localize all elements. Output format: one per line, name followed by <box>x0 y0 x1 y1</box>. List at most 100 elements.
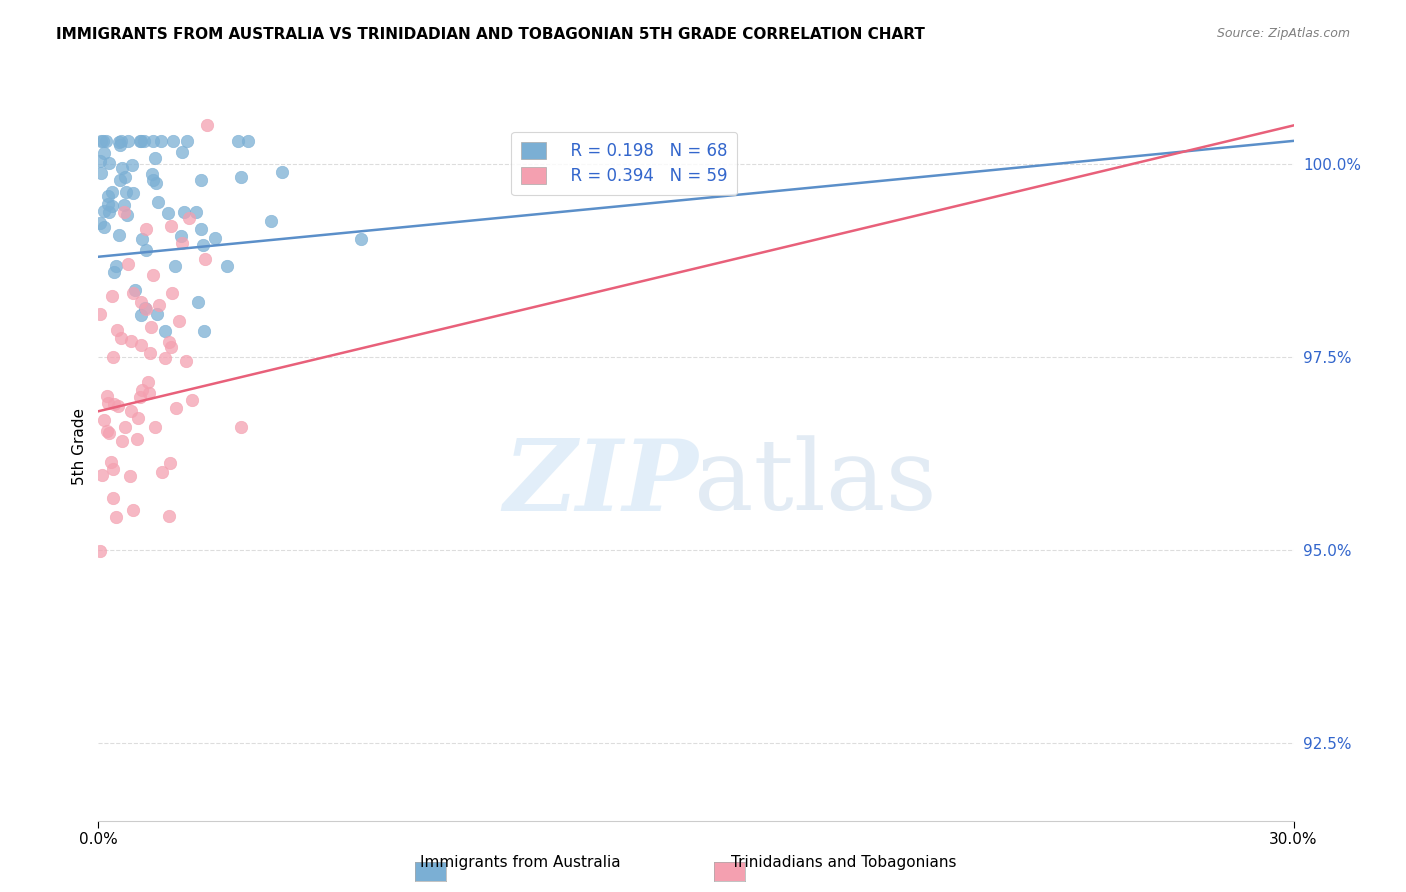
Point <box>170 236 193 251</box>
Point <box>150 134 173 148</box>
Point <box>162 134 184 148</box>
Point <box>93 134 115 148</box>
Point <box>110 331 132 345</box>
Point <box>236 134 259 148</box>
Legend:   R = 0.198   N = 68,   R = 0.394   N = 59: R = 0.198 N = 68, R = 0.394 N = 59 <box>512 132 737 195</box>
Point <box>143 420 166 434</box>
Point <box>101 462 124 476</box>
Point <box>134 301 156 315</box>
Point <box>120 404 142 418</box>
Point <box>150 465 173 479</box>
Point <box>170 229 193 244</box>
Point <box>89 544 111 558</box>
Point <box>142 173 165 187</box>
Point <box>159 456 181 470</box>
Point <box>103 264 125 278</box>
Point <box>93 219 115 234</box>
Point <box>135 244 157 258</box>
Point <box>101 350 124 364</box>
Point <box>131 308 153 322</box>
Point <box>108 137 131 152</box>
Point <box>131 294 153 309</box>
Point <box>120 334 142 348</box>
Point <box>90 166 112 180</box>
Point <box>127 432 149 446</box>
Point <box>129 338 152 352</box>
Point <box>138 346 160 360</box>
Point <box>148 297 170 311</box>
Point <box>165 401 187 415</box>
Point <box>93 413 115 427</box>
Point <box>187 294 209 309</box>
Point <box>145 176 167 190</box>
Point <box>121 286 143 301</box>
Point <box>173 205 195 219</box>
Point <box>159 219 181 233</box>
Point <box>94 134 117 148</box>
Point <box>204 231 226 245</box>
Point <box>156 206 179 220</box>
Point <box>103 491 125 506</box>
Point <box>174 354 197 368</box>
Point <box>93 203 115 218</box>
Point <box>131 134 153 148</box>
Point <box>141 167 163 181</box>
Point <box>104 259 127 273</box>
Point <box>217 259 239 273</box>
Text: atlas: atlas <box>695 435 936 532</box>
Point <box>191 238 214 252</box>
Text: Immigrants from Australia: Immigrants from Australia <box>420 855 620 870</box>
Text: Source: ZipAtlas.com: Source: ZipAtlas.com <box>1216 27 1350 40</box>
Point <box>93 145 115 160</box>
Point <box>197 119 219 133</box>
Point <box>176 134 198 148</box>
Point <box>110 134 132 148</box>
Point <box>131 232 153 246</box>
Point <box>129 390 152 404</box>
Point <box>96 389 118 403</box>
Point <box>96 424 118 438</box>
Point <box>143 151 166 165</box>
Point <box>90 467 112 482</box>
Point <box>148 194 170 209</box>
Point <box>101 288 124 302</box>
Text: Trinidadians and Tobagonians: Trinidadians and Tobagonians <box>731 855 956 870</box>
Point <box>157 335 180 350</box>
Point <box>89 153 111 168</box>
Point <box>135 222 157 236</box>
Point <box>124 283 146 297</box>
Point <box>146 308 169 322</box>
Point <box>231 420 253 434</box>
Point <box>90 134 112 148</box>
Point <box>114 419 136 434</box>
Point <box>97 189 120 203</box>
Point <box>160 340 183 354</box>
Point <box>97 425 120 440</box>
Point <box>107 399 129 413</box>
Point <box>153 351 176 365</box>
Point <box>112 198 135 212</box>
Point <box>117 134 139 148</box>
Point <box>121 158 143 172</box>
Point <box>160 286 183 301</box>
Point <box>139 320 162 334</box>
Point <box>231 170 253 185</box>
Point <box>117 208 139 222</box>
Point <box>350 232 373 246</box>
Point <box>193 324 215 338</box>
Point <box>98 156 121 170</box>
Point <box>122 186 145 200</box>
Point <box>260 214 283 228</box>
Point <box>270 164 292 178</box>
Point <box>111 434 134 448</box>
Point <box>163 260 186 274</box>
Point <box>155 324 177 338</box>
Point <box>105 323 128 337</box>
Point <box>117 257 139 271</box>
Point <box>142 134 165 148</box>
Point <box>100 455 122 469</box>
Point <box>136 375 159 389</box>
Point <box>105 510 128 524</box>
Text: ZIP: ZIP <box>503 435 697 532</box>
Point <box>97 197 120 211</box>
